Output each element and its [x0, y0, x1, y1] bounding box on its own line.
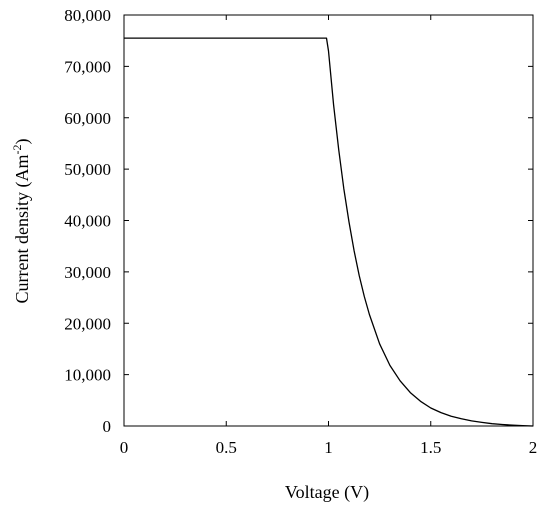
y-axis-title-base: Current density (Am [12, 155, 33, 304]
plot-area [123, 14, 534, 427]
series-line [124, 37, 534, 427]
y-axis-title: Current density (Am-2) [10, 139, 33, 304]
x-axis-title: Voltage (V) [285, 482, 369, 503]
x-tick-label: 0.5 [216, 438, 237, 457]
series-group [124, 37, 534, 427]
plot-frame [123, 14, 534, 427]
y-tick-label: 30,000 [64, 263, 111, 282]
x-tick-label: 2 [529, 438, 538, 457]
y-tick-label: 80,000 [64, 6, 111, 25]
y-tick-label: 20,000 [64, 314, 111, 333]
y-tick-label: 10,000 [64, 366, 111, 385]
y-axis-title-superscript: -2 [10, 145, 24, 155]
x-tick-label: 1.5 [420, 438, 441, 457]
x-tick-label: 0 [120, 438, 129, 457]
y-axis-ticks: 0 10,000 20,000 30,000 40,000 50,000 60,000 70,… [64, 6, 533, 436]
y-tick-label: 60,000 [64, 109, 111, 128]
x-tick-label: 1 [324, 438, 333, 457]
x-axis-ticks: 0 0.5 1 1.5 2 [120, 15, 538, 457]
y-tick-label: 40,000 [64, 212, 111, 231]
y-axis-title-close: ) [12, 139, 33, 145]
y-tick-label: 70,000 [64, 57, 111, 76]
y-tick-label: 0 [103, 417, 112, 436]
y-tick-label: 50,000 [64, 160, 111, 179]
